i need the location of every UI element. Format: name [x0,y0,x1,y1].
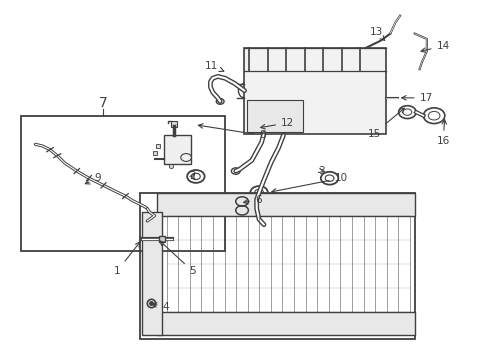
Bar [157,312,414,336]
Bar [170,121,177,127]
Text: 17: 17 [401,93,432,103]
Text: 10: 10 [271,173,347,193]
Text: 16: 16 [436,120,449,146]
Text: 5: 5 [160,241,196,276]
Text: 12: 12 [260,118,294,129]
Bar [142,212,162,336]
Text: 9: 9 [85,173,101,184]
Bar [244,48,385,134]
Text: 13: 13 [369,27,384,40]
Text: 2: 2 [189,171,196,181]
Text: 15: 15 [366,108,404,139]
Text: 8: 8 [198,124,265,140]
Bar [164,135,191,164]
Bar [157,193,414,216]
Text: 14: 14 [420,41,449,52]
Text: 3: 3 [318,166,324,176]
Bar [246,100,302,132]
Text: 6: 6 [243,195,261,204]
Text: 4: 4 [152,302,169,312]
Text: 1: 1 [114,242,140,276]
Bar [21,116,224,251]
Text: 7: 7 [99,96,108,110]
Bar [140,193,414,339]
Text: 11: 11 [204,61,224,72]
